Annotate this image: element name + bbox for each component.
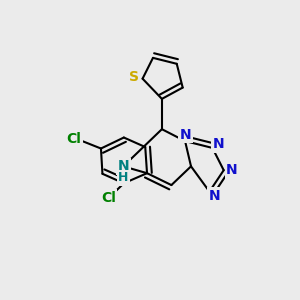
Text: N: N (117, 159, 129, 173)
Text: S: S (129, 70, 139, 85)
Text: Cl: Cl (67, 132, 81, 146)
Text: N: N (226, 163, 238, 177)
Text: N: N (179, 128, 191, 142)
Text: H: H (118, 171, 128, 184)
Text: Cl: Cl (101, 191, 116, 205)
Text: N: N (213, 137, 225, 152)
Text: N: N (209, 189, 220, 203)
